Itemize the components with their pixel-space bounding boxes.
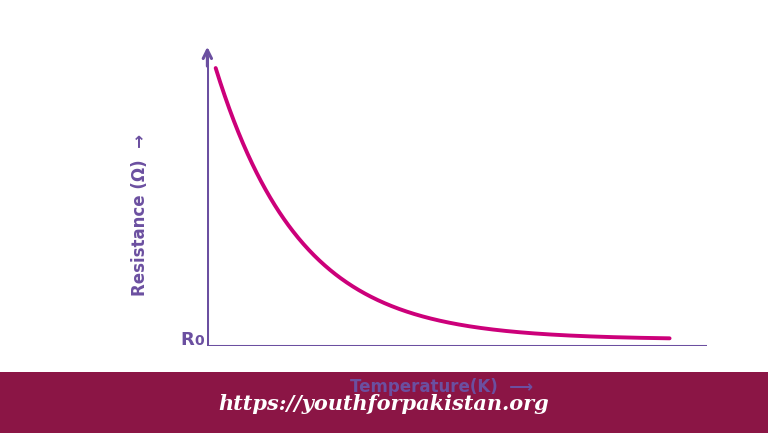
Text: 0: 0 xyxy=(194,334,204,348)
Text: https://youthforpakistan.org: https://youthforpakistan.org xyxy=(219,394,549,414)
Text: Resistance (Ω)  →: Resistance (Ω) → xyxy=(131,135,149,297)
Text: R: R xyxy=(180,330,194,349)
Text: Temperature(K)  ⟶: Temperature(K) ⟶ xyxy=(350,378,534,396)
